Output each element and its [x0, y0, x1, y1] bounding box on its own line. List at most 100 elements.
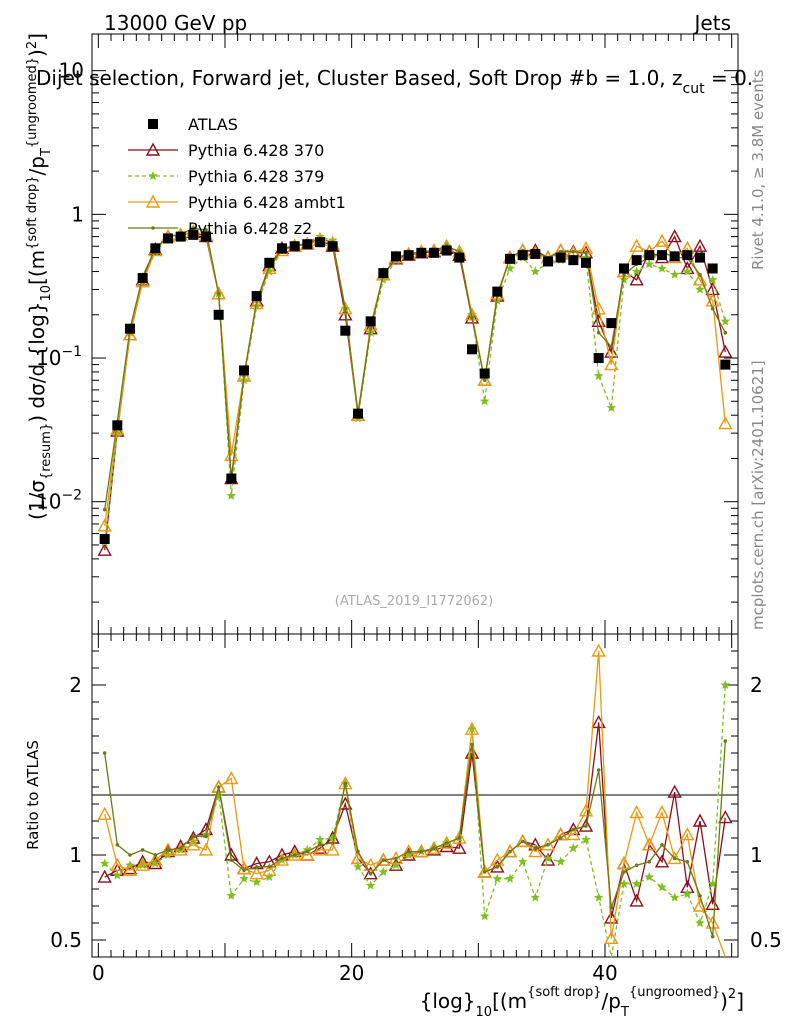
- ratio-point-pythia-6-428-z2: [571, 827, 576, 832]
- ratio-point-pythia-6-428-379: [315, 834, 325, 844]
- legend-label-atlas: ATLAS: [188, 115, 238, 134]
- ratio-point-pythia-6-428-370: [490, 859, 505, 873]
- main-point-atlas: [707, 263, 718, 274]
- main-point-pythia-6-428-z2: [622, 272, 626, 277]
- main-point-pythia-6-428-ambt1: [477, 372, 492, 386]
- ratio-point-pythia-6-428-379: [568, 843, 579, 853]
- ratio-point-pythia-6-428-z2: [672, 856, 677, 861]
- main-point-atlas: [353, 408, 363, 419]
- ratio-y-tick-label: 2: [69, 673, 82, 697]
- ratio-point-pythia-6-428-z2: [419, 849, 424, 854]
- ratio-point-pythia-6-428-379: [353, 861, 363, 871]
- main-point-pythia-6-428-379: [644, 259, 655, 269]
- legend-label-pythia-6-428-370: Pythia 6.428 370: [188, 141, 324, 160]
- ratio-point-pythia-6-428-379: [251, 877, 262, 887]
- main-point-pythia-6-428-379: [530, 266, 541, 276]
- main-point-pythia-6-428-z2: [470, 316, 474, 320]
- main-point-pythia-6-428-z2: [698, 272, 702, 277]
- ratio-point-pythia-6-428-z2: [406, 849, 411, 854]
- ratio-point-pythia-6-428-370: [439, 839, 454, 853]
- main-point-atlas: [644, 250, 655, 261]
- ratio-point-pythia-6-428-z2: [254, 865, 259, 869]
- main-point-atlas: [137, 273, 148, 284]
- main-point-pythia-6-428-z2: [558, 249, 563, 254]
- main-point-pythia-6-428-z2: [584, 250, 588, 255]
- ratio-point-pythia-6-428-ambt1: [540, 837, 556, 851]
- main-y-tick-label: 10: [59, 59, 84, 83]
- ratio-point-pythia-6-428-ambt1: [528, 844, 543, 858]
- main-point-pythia-6-428-379: [479, 396, 490, 406]
- ratio-point-pythia-6-428-z2: [596, 768, 601, 772]
- ratio-point-pythia-6-428-370: [452, 840, 467, 854]
- ratio-point-pythia-6-428-ambt1: [173, 842, 188, 856]
- main-point-pythia-6-428-379: [695, 284, 705, 294]
- ratio-point-pythia-6-428-370: [667, 784, 682, 798]
- ratio-point-pythia-6-428-379: [505, 873, 515, 883]
- ratio-point-pythia-6-428-379: [669, 892, 680, 902]
- ratio-point-pythia-6-428-379: [631, 878, 642, 888]
- main-point-pythia-6-428-379: [315, 231, 325, 241]
- main-y-tick-label: 10−2: [36, 488, 82, 514]
- ratio-point-pythia-6-428-ambt1: [274, 852, 290, 866]
- main-point-pythia-6-428-z2: [710, 307, 715, 311]
- main-point-pythia-6-428-ambt1: [97, 518, 112, 532]
- ratio-point-pythia-6-428-379: [593, 892, 604, 902]
- ratio-point-pythia-6-428-ambt1: [224, 771, 239, 785]
- main-point-pythia-6-428-379: [707, 274, 718, 284]
- ratio-point-pythia-6-428-379: [112, 870, 123, 880]
- main-point-atlas: [340, 325, 351, 336]
- ratio-point-pythia-6-428-z2: [520, 839, 525, 844]
- main-point-pythia-6-428-ambt1: [262, 261, 277, 275]
- main-point-pythia-6-428-ambt1: [654, 233, 670, 247]
- ratio-point-pythia-6-428-379: [99, 858, 110, 868]
- main-point-atlas: [555, 252, 566, 263]
- main-point-atlas: [365, 316, 376, 327]
- ratio-y-tick-label: 1: [750, 843, 763, 867]
- ratio-point-pythia-6-428-370: [363, 866, 378, 880]
- main-point-pythia-6-428-370: [464, 310, 480, 324]
- ratio-point-pythia-6-428-370: [578, 818, 594, 832]
- main-point-atlas: [581, 257, 591, 268]
- legend-item-atlas: ATLAS: [148, 115, 238, 134]
- ratio-point-pythia-6-428-370: [718, 810, 733, 824]
- series-pythia-6-428-z2: [102, 226, 728, 512]
- main-point-pythia-6-428-z2: [571, 249, 576, 254]
- main-point-atlas: [302, 239, 313, 250]
- main-point-atlas: [657, 250, 667, 261]
- main-point-atlas: [631, 255, 642, 266]
- main-point-pythia-6-428-z2: [723, 330, 728, 335]
- main-point-atlas: [315, 237, 325, 248]
- main-point-atlas: [479, 368, 490, 379]
- main-point-pythia-6-428-379: [492, 295, 503, 305]
- process-label: Jets: [693, 11, 731, 35]
- selection-title: Dijet selection, Forward jet, Cluster Ba…: [36, 66, 753, 97]
- ratio-point-pythia-6-428-ambt1: [642, 837, 657, 851]
- series-pythia-6-428-379: [99, 224, 731, 547]
- ratio-point-pythia-6-428-z2: [482, 870, 487, 874]
- ratio-point-pythia-6-428-379: [581, 834, 591, 844]
- ratio-point-pythia-6-428-ambt1: [591, 643, 606, 657]
- main-point-pythia-6-428-379: [606, 402, 617, 412]
- main-point-atlas: [593, 353, 604, 364]
- ratio-point-pythia-6-428-ambt1: [186, 837, 201, 851]
- ratio-point-pythia-6-428-370: [692, 813, 708, 827]
- ratio-point-pythia-6-428-ambt1: [654, 805, 670, 819]
- ratio-point-pythia-6-428-379: [619, 878, 629, 888]
- main-point-atlas: [150, 243, 161, 254]
- ratio-point-pythia-6-428-ambt1: [249, 866, 264, 880]
- ratio-point-pythia-6-428-379: [707, 878, 718, 888]
- main-point-pythia-6-428-379: [226, 490, 237, 500]
- main-point-atlas: [163, 233, 173, 244]
- ratio-point-pythia-6-428-379: [264, 872, 275, 882]
- legend-label-pythia-6-428-ambt1: Pythia 6.428 ambt1: [188, 193, 346, 212]
- main-point-atlas: [467, 344, 477, 355]
- ratio-point-pythia-6-428-ambt1: [300, 847, 315, 861]
- ratio-point-pythia-6-428-ambt1: [680, 827, 695, 841]
- ratio-y-tick-label: 2: [750, 673, 763, 697]
- main-point-atlas: [669, 251, 680, 262]
- ratio-point-pythia-6-428-z2: [394, 856, 398, 861]
- ratio-point-pythia-6-428-z2: [292, 853, 297, 857]
- series-line-pythia-6-428-z2: [104, 227, 726, 510]
- main-series-group: [97, 224, 733, 556]
- ratio-point-pythia-6-428-z2: [495, 865, 500, 869]
